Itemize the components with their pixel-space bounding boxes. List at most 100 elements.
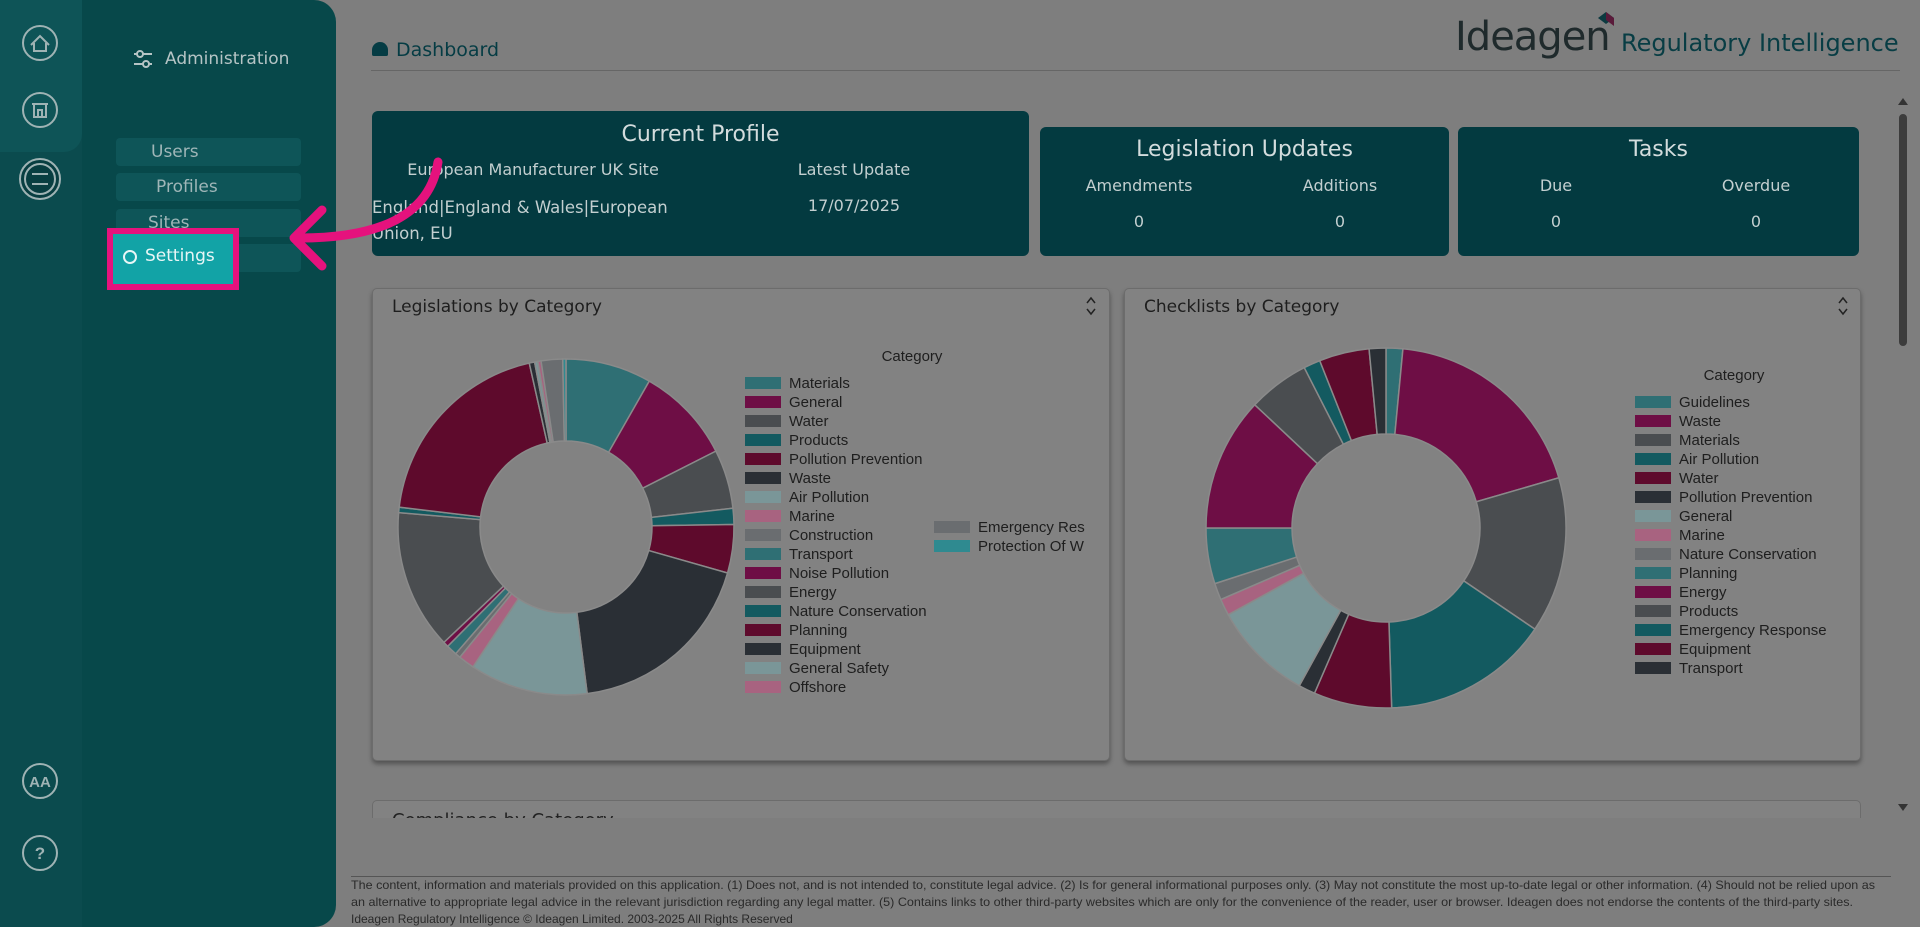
chart-title: Checklists by Category — [1144, 297, 1339, 317]
card-title: Legislation Updates — [1136, 137, 1353, 162]
legend-label: Air Pollution — [1679, 451, 1759, 468]
legend-label: Marine — [1679, 527, 1725, 544]
legend-swatch — [1635, 396, 1671, 408]
legend-label: Emergency Res — [978, 519, 1085, 536]
footer-text: The content, information and materials p… — [351, 878, 1875, 892]
legend-swatch — [745, 377, 781, 389]
legend-swatch — [1635, 567, 1671, 579]
legend-label: Marine — [789, 508, 835, 525]
admin-icon — [32, 173, 48, 185]
legend-swatch — [745, 643, 781, 655]
legend-label: Construction — [789, 527, 873, 544]
legend-swatch — [745, 415, 781, 427]
stat-value: 0 — [1133, 212, 1145, 231]
org-icon — [32, 103, 48, 118]
user-initials: AA — [29, 774, 51, 791]
settings-highlight[interactable]: Settings — [107, 228, 239, 290]
scroll-up[interactable] — [1898, 98, 1908, 105]
settings-icon — [123, 250, 137, 264]
legend-label: Materials — [789, 375, 850, 392]
legend-label: Water — [789, 413, 828, 430]
product-name: Regulatory Intelligence — [1621, 29, 1899, 57]
panel-toggle[interactable] — [1838, 296, 1848, 316]
footer-rule — [351, 876, 1891, 877]
legend-swatch — [1635, 472, 1671, 484]
legend-swatch — [745, 662, 781, 674]
chart-title: Legislations by Category — [392, 297, 602, 317]
donut-slice — [398, 362, 549, 518]
menu-item[interactable]: Profiles — [116, 173, 301, 201]
stat-value: 0 — [1750, 212, 1762, 231]
legend-swatch — [745, 586, 781, 598]
legend-label: Guidelines — [1679, 394, 1750, 411]
user-button[interactable] — [22, 763, 58, 799]
legend-swatch — [745, 453, 781, 465]
header-rule — [371, 70, 1900, 71]
legend-label: Air Pollution — [789, 489, 869, 506]
panel-toggle[interactable] — [1086, 296, 1096, 316]
legend-swatch — [1635, 605, 1671, 617]
home-button[interactable] — [22, 25, 58, 61]
legend-swatch — [745, 491, 781, 503]
menu-label: Users — [151, 142, 199, 162]
scrollbar-thumb[interactable] — [1899, 114, 1907, 346]
settings-label: Settings — [145, 246, 215, 266]
legend-title: Category — [882, 348, 943, 365]
legend-swatch — [745, 567, 781, 579]
footer-text: an alternative to appropriate legal advi… — [351, 895, 1853, 909]
legend-label: Transport — [789, 546, 853, 563]
update-label: Latest Update — [797, 160, 911, 179]
legend-label: General — [789, 394, 842, 411]
legend-label: General Safety — [789, 660, 890, 677]
donut-slice — [561, 358, 567, 442]
brand-mark — [1598, 12, 1614, 26]
legend-swatch — [934, 540, 970, 552]
legend-label: Energy — [789, 584, 837, 601]
admin-title: Administration — [165, 49, 290, 69]
donut-slice — [1368, 347, 1387, 436]
legend-title: Category — [1704, 367, 1765, 384]
legend-swatch — [745, 510, 781, 522]
admin-title-icon — [134, 50, 152, 68]
legend-swatch — [1635, 662, 1671, 674]
legend-label: Products — [1679, 603, 1738, 620]
legend-swatch — [1635, 548, 1671, 560]
update-value: 17/07/2025 — [807, 196, 901, 215]
legend-label: Materials — [1679, 432, 1740, 449]
current-profile-card: Current Profile European Manufacturer UK… — [372, 111, 1029, 256]
legend-label: Pollution Prevention — [789, 451, 922, 468]
legend-label: Noise Pollution — [789, 565, 889, 582]
profile-name: European Manufacturer UK Site — [407, 160, 659, 179]
donut-slice — [1388, 579, 1536, 709]
org-button[interactable] — [22, 92, 58, 128]
legend-swatch — [1635, 491, 1671, 503]
stat-value: 0 — [1334, 212, 1346, 231]
legend-swatch — [745, 681, 781, 693]
legend-swatch — [934, 521, 970, 533]
legend-swatch — [745, 548, 781, 560]
legend-label: Nature Conservation — [789, 603, 927, 620]
donut-slice — [576, 549, 729, 695]
legend-label: Planning — [789, 622, 847, 639]
menu-label: Profiles — [156, 177, 218, 197]
menu-item[interactable]: Users — [116, 138, 301, 166]
scroll-down[interactable] — [1898, 804, 1908, 811]
card-title: Current Profile — [621, 122, 780, 147]
chart-panel — [372, 288, 1110, 761]
legend-swatch — [1635, 586, 1671, 598]
stat-label: Overdue — [1721, 176, 1791, 195]
legend-label: Offshore — [789, 679, 846, 696]
legend-label: Equipment — [1679, 641, 1752, 658]
legend-label: Products — [789, 432, 848, 449]
dashboard-title[interactable]: Dashboard — [396, 39, 500, 61]
legend-label: Energy — [1679, 584, 1727, 601]
legend-label: Emergency Response — [1679, 622, 1827, 639]
legend-swatch — [745, 529, 781, 541]
stat-label: Additions — [1302, 176, 1378, 195]
rail — [0, 0, 82, 927]
donut-slice — [1394, 347, 1560, 503]
help-button[interactable] — [22, 835, 58, 871]
legend-swatch — [745, 396, 781, 408]
